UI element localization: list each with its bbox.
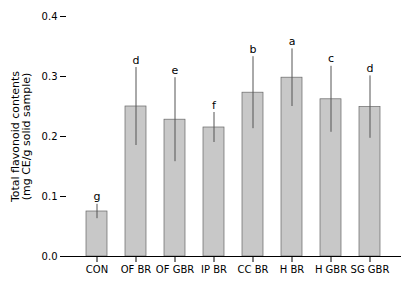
svg-text:Total flavonoid contents(mg CE: Total flavonoid contents(mg CE/g solid s… xyxy=(9,71,33,203)
svg-text:d: d xyxy=(367,62,374,75)
svg-text:0.2: 0.2 xyxy=(42,131,58,142)
svg-text:IP BR: IP BR xyxy=(201,264,227,275)
svg-text:OF GBR: OF GBR xyxy=(156,264,194,275)
svg-text:c: c xyxy=(328,52,334,65)
svg-text:a: a xyxy=(289,35,296,48)
svg-text:0.4: 0.4 xyxy=(42,11,58,22)
svg-text:b: b xyxy=(250,43,257,56)
svg-text:f: f xyxy=(212,99,217,112)
svg-text:OF BR: OF BR xyxy=(121,264,152,275)
svg-text:0.1: 0.1 xyxy=(42,191,58,202)
svg-text:e: e xyxy=(172,64,179,77)
svg-text:CON: CON xyxy=(86,264,108,275)
svg-text:d: d xyxy=(133,54,140,67)
svg-text:0.3: 0.3 xyxy=(42,71,58,82)
svg-text:g: g xyxy=(94,190,101,203)
svg-text:H GBR: H GBR xyxy=(315,264,347,275)
svg-text:SG GBR: SG GBR xyxy=(351,264,390,275)
svg-text:H BR: H BR xyxy=(280,264,305,275)
svg-text:0.0: 0.0 xyxy=(42,251,58,262)
svg-text:CC BR: CC BR xyxy=(238,264,269,275)
